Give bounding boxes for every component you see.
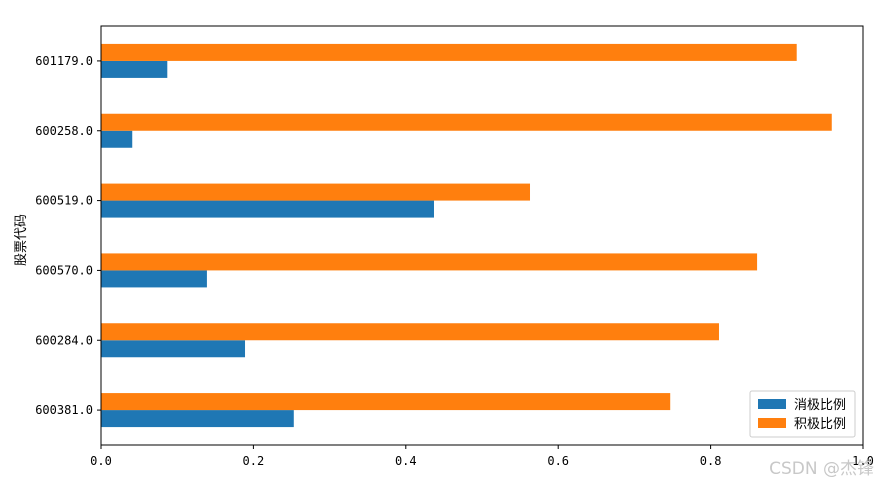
y-tick-label: 600284.0 [35, 333, 93, 347]
bar-positive-600258.0 [101, 113, 832, 131]
bar-negative-600381.0 [101, 410, 294, 428]
x-tick-label: 0.6 [547, 454, 569, 468]
y-tick-label: 601179.0 [35, 54, 93, 68]
bar-positive-601179.0 [101, 43, 797, 61]
bar-positive-600570.0 [101, 253, 758, 271]
y-tick-label: 600258.0 [35, 124, 93, 138]
legend-swatch-positive [758, 418, 786, 428]
x-tick-label: 1.0 [852, 454, 874, 468]
legend-label-positive: 积极比例 [794, 417, 846, 432]
bar-negative-600284.0 [101, 340, 246, 358]
bar-negative-600258.0 [101, 130, 133, 148]
watermark-text: CSDN @杰锋 [769, 459, 874, 479]
bars-layer [101, 43, 832, 428]
ticks-layer: 600381.0 600284.0 600570.0 600519.0 600258.0… [35, 54, 874, 468]
x-tick-label: 0.0 [90, 454, 112, 468]
x-tick-label: 0.8 [700, 454, 722, 468]
x-tick-label: 0.2 [243, 454, 265, 468]
bar-negative-600519.0 [101, 200, 434, 218]
y-axis-label: 股票代码 [14, 214, 29, 266]
bar-positive-600519.0 [101, 183, 531, 201]
legend-swatch-negative [758, 399, 786, 409]
axes-layer [100, 25, 864, 446]
bar-negative-600570.0 [101, 270, 207, 288]
y-tick-label: 600570.0 [35, 263, 93, 277]
bar-negative-601179.0 [101, 60, 168, 78]
x-tick-label: 0.4 [395, 454, 417, 468]
legend-label-negative: 消极比例 [794, 398, 846, 413]
plot-frame [100, 25, 864, 446]
bar-positive-600381.0 [101, 393, 671, 411]
y-tick-label: 600519.0 [35, 194, 93, 208]
bar-positive-600284.0 [101, 323, 719, 341]
y-tick-label: 600381.0 [35, 403, 93, 417]
